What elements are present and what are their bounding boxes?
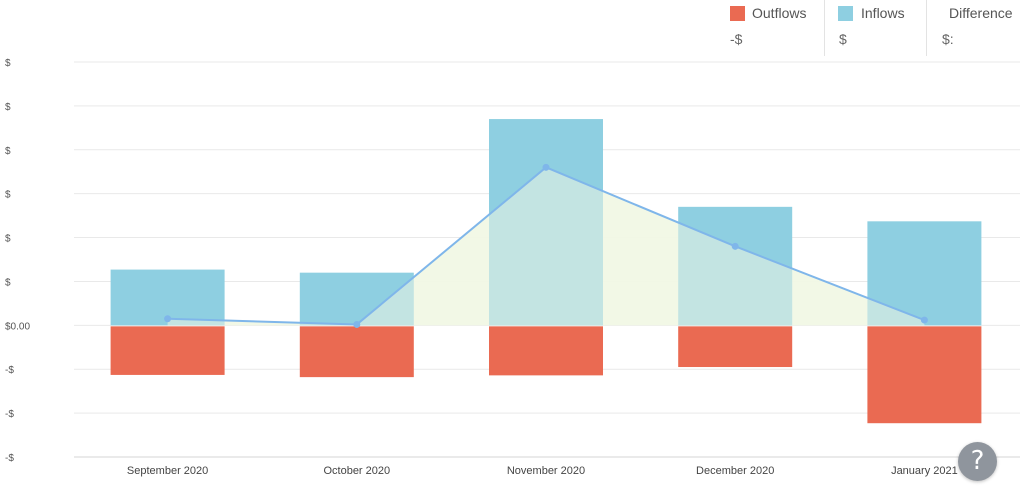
legend-inflows[interactable]: Inflows $ <box>824 0 927 56</box>
legend-outflows-value: -$ <box>730 31 743 47</box>
outflow-bar <box>299 326 414 378</box>
y-tick-label: $ <box>5 277 11 288</box>
y-tick-label: -$ <box>5 365 14 376</box>
y-tick-label: $ <box>5 146 11 157</box>
x-tick-label: January 2021 <box>891 465 958 477</box>
y-tick-label: -$ <box>5 453 14 464</box>
x-tick-label: November 2020 <box>507 465 585 477</box>
outflow-bar <box>678 326 793 368</box>
difference-point <box>353 320 361 328</box>
difference-point <box>731 242 739 250</box>
y-tick-label: $ <box>5 58 11 69</box>
help-button[interactable]: ? <box>958 442 997 481</box>
difference-point <box>164 315 172 323</box>
x-tick-label: October 2020 <box>323 465 390 477</box>
legend-difference[interactable]: Difference $: <box>926 0 1024 56</box>
x-axis-ticks: September 2020 October 2020 November 2020 D… <box>127 465 958 477</box>
legend-inflows-label: Inflows <box>861 5 905 21</box>
outflow-bar <box>867 326 982 424</box>
legend-outflows[interactable]: Outflows -$ <box>720 0 825 56</box>
chart-legend: Outflows -$ Inflows $ Difference $: <box>720 0 1024 56</box>
difference-point <box>542 163 550 171</box>
y-tick-label: $ <box>5 234 11 245</box>
x-tick-label: December 2020 <box>696 465 774 477</box>
legend-difference-label: Difference <box>949 5 1013 21</box>
legend-inflows-value: $ <box>839 31 847 47</box>
difference-point <box>920 316 928 324</box>
outflow-bar <box>110 326 225 375</box>
outflows-swatch <box>730 6 745 21</box>
y-tick-label: $ <box>5 102 11 113</box>
y-tick-label: $0.00 <box>5 321 30 332</box>
y-tick-label: -$ <box>5 409 14 420</box>
legend-outflows-label: Outflows <box>752 5 807 21</box>
difference-area-overlay <box>167 167 925 326</box>
outflow-bar <box>489 326 603 376</box>
y-axis-ticks: $ $ $ $ $ $ $0.00 -$ -$ -$ <box>5 58 30 464</box>
y-tick-label: $ <box>5 190 11 201</box>
inflows-swatch <box>838 6 853 21</box>
difference-line-layer <box>164 163 928 328</box>
legend-difference-value: $: <box>942 31 954 47</box>
x-tick-label: September 2020 <box>127 465 208 477</box>
